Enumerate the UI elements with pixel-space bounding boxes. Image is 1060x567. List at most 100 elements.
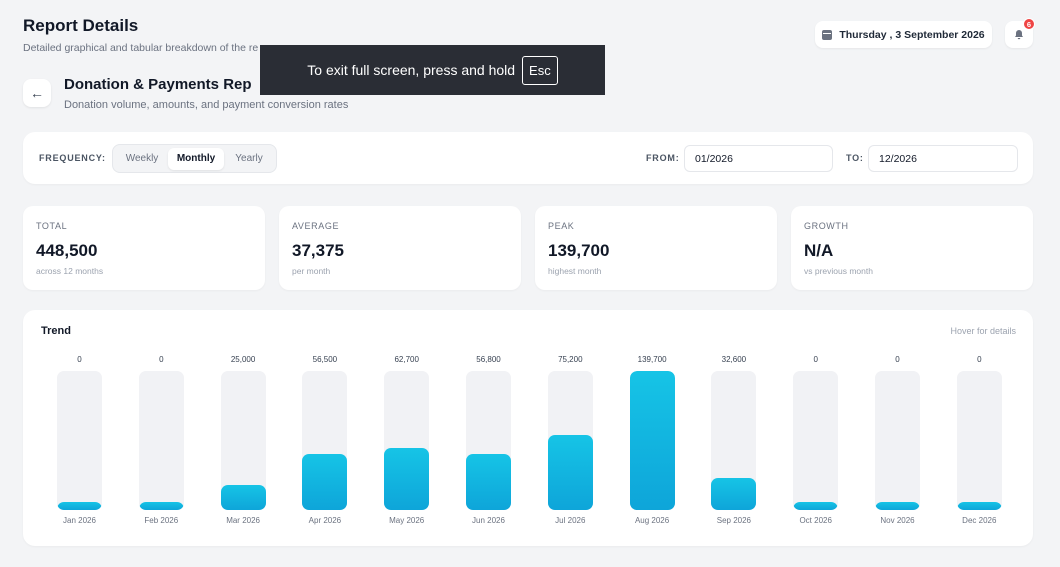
stat-label: AVERAGE	[292, 221, 340, 231]
bar-track	[875, 371, 920, 510]
bar-category-label: Sep 2026	[716, 516, 752, 525]
arrow-left-icon: ←	[30, 85, 44, 101]
bar-column[interactable]: 0 Feb 2026	[138, 310, 184, 546]
report-title: Donation & Payments Rep	[64, 76, 252, 93]
bar-column[interactable]: 139,700 Aug 2026	[629, 310, 675, 546]
bar-category-label: Jul 2026	[555, 516, 586, 525]
fullscreen-toast: To exit full screen, press and hold Esc	[260, 45, 605, 95]
chart-hint: Hover for details	[950, 326, 1016, 336]
bar-track	[547, 371, 593, 510]
stat-card-growth: GROWTH N/A vs previous month	[791, 206, 1033, 290]
bar-category-label: Aug 2026	[634, 516, 670, 525]
bar-category-label: May 2026	[389, 516, 425, 525]
bar-value-label: 62,700	[394, 355, 419, 364]
bar-column[interactable]: 0 Dec 2026	[956, 310, 1002, 546]
stat-label: TOTAL	[36, 221, 68, 231]
bar-column[interactable]: 62,700 May 2026	[384, 310, 430, 546]
stat-label: GROWTH	[804, 221, 849, 231]
from-date-input[interactable]	[684, 145, 833, 172]
chart-title: Trend	[41, 325, 71, 337]
toast-key: Esc	[522, 55, 558, 85]
date-display[interactable]: Thursday , 3 September 2026	[815, 21, 992, 48]
bar-track	[956, 371, 1002, 510]
frequency-label: FREQUENCY:	[39, 153, 106, 163]
bar-category-label: Mar 2026	[226, 516, 260, 525]
bar-track	[793, 371, 839, 510]
bar-value-label: 32,600	[721, 355, 747, 364]
bar[interactable]	[466, 453, 511, 510]
bar-category-label: Dec 2026	[962, 516, 997, 525]
bar-track	[711, 371, 757, 510]
bar-value-label: 139,700	[637, 355, 667, 364]
bar[interactable]	[384, 447, 430, 510]
report-subtitle: Donation volume, amounts, and payment co…	[64, 99, 349, 111]
bar-track	[629, 371, 675, 510]
stat-caption: across 12 months	[36, 266, 104, 276]
bar-value-label: 56,500	[312, 355, 338, 364]
stat-caption: vs previous month	[804, 266, 873, 276]
bar-column[interactable]: 56,800 Jun 2026	[466, 310, 511, 546]
bar-category-label: Nov 2026	[880, 516, 915, 525]
bar[interactable]	[793, 502, 839, 510]
bar-value-label: 56,800	[476, 355, 501, 364]
frequency-yearly-button[interactable]: Yearly	[235, 153, 263, 164]
bar[interactable]	[711, 477, 757, 510]
bar-category-label: Apr 2026	[308, 516, 342, 525]
page-header: Report Details Detailed graphical and ta…	[23, 16, 258, 54]
back-button[interactable]: ←	[23, 79, 51, 107]
bar[interactable]	[220, 485, 266, 510]
bar-column[interactable]: 0 Nov 2026	[875, 310, 920, 546]
bar-track	[302, 371, 348, 510]
bar-category-label: Feb 2026	[144, 516, 179, 525]
bar-value-label: 0	[159, 355, 164, 364]
date-text: Thursday , 3 September 2026	[839, 28, 985, 41]
page-subtitle: Detailed graphical and tabular breakdown…	[23, 42, 259, 54]
filter-bar: FREQUENCY: Weekly Monthly Yearly FROM: T…	[23, 132, 1033, 184]
calendar-icon	[822, 29, 833, 40]
notification-button[interactable]: 6	[1005, 18, 1035, 48]
bar-value-label: 75,200	[558, 355, 583, 364]
stat-value: N/A	[804, 241, 834, 260]
bar-column[interactable]: 75,200 Jul 2026	[547, 310, 593, 546]
bar[interactable]	[956, 502, 1002, 510]
bar-value-label: 0	[813, 355, 818, 364]
bar[interactable]	[875, 502, 920, 510]
bar-track	[220, 371, 266, 510]
bar-category-label: Oct 2026	[799, 516, 832, 525]
page-title: Report Details	[23, 16, 139, 35]
bar[interactable]	[138, 502, 184, 510]
bar-column[interactable]: 0 Oct 2026	[793, 310, 839, 546]
toast-text: To exit full screen, press and hold	[307, 62, 516, 78]
stat-value: 139,700	[548, 241, 610, 260]
bar-category-label: Jan 2026	[63, 516, 96, 525]
bar-chart: 0 Jan 2026 0 Feb 2026 25,000 Mar 2026 56,500 Ap…	[23, 310, 1033, 546]
bar[interactable]	[547, 435, 593, 510]
frequency-weekly-button[interactable]: Weekly	[125, 153, 159, 164]
bar-track	[466, 371, 511, 510]
bar-column[interactable]: 32,600 Sep 2026	[711, 310, 757, 546]
bar[interactable]	[57, 502, 102, 510]
bar-column[interactable]: 0 Jan 2026	[57, 310, 102, 546]
frequency-toggle: Weekly Monthly Yearly	[112, 144, 277, 173]
bar-value-label: 25,000	[230, 355, 256, 364]
bar-value-label: 0	[977, 355, 982, 364]
frequency-monthly-button[interactable]: Monthly	[168, 147, 224, 170]
bar-track	[384, 371, 430, 510]
bell-icon	[1015, 29, 1023, 39]
stat-card-average: AVERAGE 37,375 per month	[279, 206, 521, 290]
stat-label: PEAK	[548, 221, 575, 231]
bar-track	[138, 371, 184, 510]
stat-caption: highest month	[548, 266, 602, 276]
bar-column[interactable]: 25,000 Mar 2026	[220, 310, 266, 546]
notification-badge: 6	[1023, 18, 1035, 30]
from-label: FROM:	[646, 153, 680, 163]
bar-column[interactable]: 56,500 Apr 2026	[302, 310, 348, 546]
to-date-input[interactable]	[868, 145, 1018, 172]
stat-card-peak: PEAK 139,700 highest month	[535, 206, 777, 290]
bar[interactable]	[302, 453, 348, 510]
bar[interactable]	[629, 371, 675, 510]
bar-value-label: 0	[77, 355, 82, 364]
to-label: TO:	[846, 153, 864, 163]
bar-value-label: 0	[895, 355, 900, 364]
stat-caption: per month	[292, 266, 331, 276]
